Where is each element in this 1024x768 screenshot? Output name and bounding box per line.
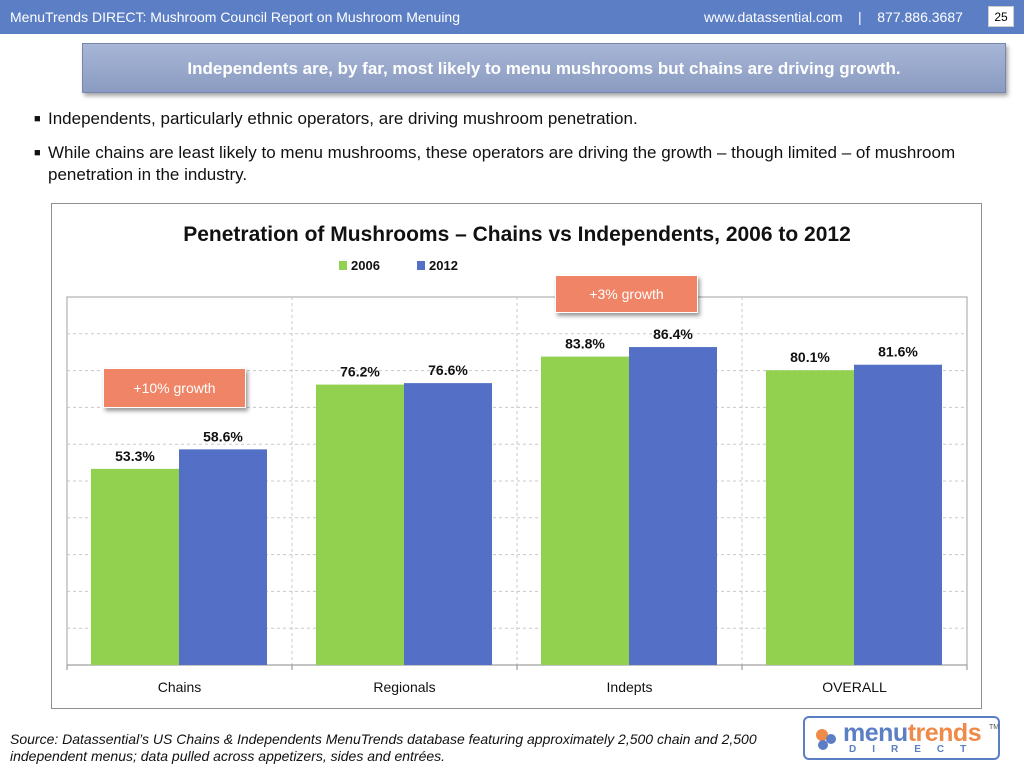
bullet-text: While chains are least likely to menu mu… (48, 143, 956, 184)
logo-subtitle: DIRECT (849, 744, 983, 755)
legend-label-2006: 2006 (351, 258, 380, 273)
legend-label-2012: 2012 (429, 258, 458, 273)
page-number: 25 (988, 6, 1014, 27)
report-title: MenuTrends DIRECT: Mushroom Council Repo… (10, 9, 460, 25)
data-label: 76.6% (428, 362, 468, 378)
puzzle-icon (816, 729, 836, 750)
chart-title: Penetration of Mushrooms – Chains vs Ind… (183, 223, 851, 246)
bar-2006-Indepts (541, 356, 629, 665)
growth-callout-chains: +10% growth (103, 368, 246, 408)
headline-banner: Independents are, by far, most likely to… (82, 43, 1006, 93)
header-bar: MenuTrends DIRECT: Mushroom Council Repo… (0, 0, 1024, 34)
contact-info: www.datassential.com | 877.886.3687 (704, 9, 963, 25)
logo-wordmark: menutrends (843, 719, 982, 747)
bar-chart: Penetration of Mushrooms – Chains vs Ind… (66, 223, 968, 695)
x-tick-label: Indepts (607, 679, 653, 695)
growth-callout-indepts: +3% growth (555, 275, 698, 313)
bar-2006-Regionals (316, 384, 404, 665)
bullet-item: ■ Independents, particularly ethnic oper… (34, 108, 984, 130)
bar-2012-Indepts (629, 347, 717, 665)
bullet-marker-icon: ■ (34, 113, 41, 125)
legend-swatch-2012 (417, 261, 425, 270)
bullet-item: ■ While chains are least likely to menu … (34, 142, 984, 186)
logo-tm: TM (989, 724, 1000, 731)
data-label: 53.3% (115, 448, 155, 464)
bar-2006-Chains (91, 468, 179, 665)
bar-2012-OVERALL (854, 364, 942, 665)
menutrends-logo: menutrends TM DIRECT (803, 716, 1000, 760)
legend-swatch-2006 (339, 261, 347, 270)
bar-2012-Regionals (404, 383, 492, 665)
bullet-text: Independents, particularly ethnic operat… (48, 109, 638, 128)
x-tick-label: Chains (158, 679, 202, 695)
x-tick-label: OVERALL (822, 679, 887, 695)
data-label: 58.6% (203, 428, 243, 444)
data-label: 76.2% (340, 364, 380, 380)
data-label: 81.6% (878, 344, 918, 360)
bar-2006-OVERALL (766, 370, 854, 665)
source-note: Source: Datassential’s US Chains & Indep… (10, 731, 757, 764)
data-label: 83.8% (565, 336, 605, 352)
chart-container: Penetration of Mushrooms – Chains vs Ind… (51, 203, 982, 709)
bar-2012-Chains (179, 449, 267, 665)
data-label: 80.1% (790, 349, 830, 365)
bullet-marker-icon: ■ (34, 147, 41, 159)
x-tick-label: Regionals (373, 679, 435, 695)
bullet-list: ■ Independents, particularly ethnic oper… (34, 108, 984, 198)
data-label: 86.4% (653, 326, 693, 342)
